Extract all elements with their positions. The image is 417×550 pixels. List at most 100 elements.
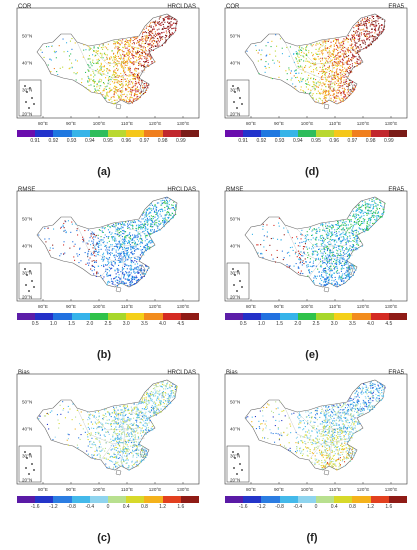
station-point [339, 258, 341, 260]
station-point [333, 239, 335, 241]
station-point [364, 23, 366, 25]
station-point [361, 24, 363, 26]
station-point [359, 61, 361, 63]
station-point [116, 82, 118, 84]
station-point [298, 53, 300, 55]
station-point [117, 249, 119, 251]
station-point [356, 240, 358, 242]
station-point [118, 95, 120, 97]
station-point [357, 231, 359, 233]
subfigure-label: (b) [96, 349, 112, 361]
station-point [118, 63, 120, 65]
station-point [81, 82, 83, 84]
station-point [359, 40, 361, 42]
station-point [175, 23, 177, 25]
station-point [324, 99, 326, 101]
station-point [344, 67, 346, 69]
station-point [321, 276, 323, 278]
station-point [134, 243, 136, 245]
station-point [270, 46, 272, 48]
station-point [157, 38, 159, 40]
station-point [130, 277, 132, 279]
station-point [357, 25, 359, 27]
station-point [330, 75, 332, 77]
station-point [283, 257, 285, 259]
station-point [163, 27, 165, 29]
station-point [126, 419, 128, 421]
station-point [312, 262, 314, 264]
station-point [122, 62, 124, 64]
station-point [127, 278, 129, 280]
station-point [328, 92, 330, 94]
colorbar-segment [108, 130, 127, 137]
station-point [130, 418, 132, 420]
station-point [346, 277, 348, 279]
station-point [164, 42, 166, 44]
station-point [147, 219, 149, 221]
station-point [336, 257, 338, 259]
station-point [113, 265, 115, 267]
station-point [357, 51, 359, 53]
station-point [343, 40, 345, 42]
station-point [167, 28, 169, 30]
station-point [159, 37, 161, 39]
station-point [126, 94, 128, 96]
station-point [339, 59, 341, 61]
station-point [141, 35, 143, 37]
station-point [88, 70, 90, 72]
station-point [299, 81, 301, 83]
station-point [119, 57, 121, 59]
station-point [133, 98, 135, 100]
station-point [89, 80, 91, 82]
colorbar-tick-label: 4.0 [159, 321, 167, 327]
station-point [144, 235, 146, 237]
station-point [313, 69, 315, 71]
station-point [381, 27, 383, 29]
station-point [332, 50, 334, 52]
station-point [146, 65, 148, 67]
station-point [344, 53, 346, 55]
station-point [70, 231, 72, 233]
station-point [158, 223, 160, 225]
station-point [147, 241, 149, 243]
station-point [353, 36, 355, 38]
station-point [113, 452, 115, 454]
station-point [149, 44, 151, 46]
station-point [138, 248, 140, 250]
station-point [334, 231, 336, 233]
station-point [343, 238, 345, 240]
station-point [360, 228, 362, 230]
station-point [358, 34, 360, 36]
station-point [118, 39, 120, 41]
station-point [289, 265, 291, 267]
station-point [324, 262, 326, 264]
station-point [376, 24, 378, 26]
station-point [78, 254, 80, 256]
station-point [329, 249, 331, 251]
station-point [111, 283, 113, 285]
station-point [320, 278, 322, 280]
station-point [312, 254, 314, 256]
station-point [87, 229, 89, 231]
station-point [149, 235, 151, 237]
station-point [140, 39, 142, 41]
station-point [127, 424, 129, 426]
station-point [333, 280, 335, 282]
station-point [123, 275, 125, 277]
station-point [150, 25, 152, 27]
station-point [365, 27, 367, 29]
station-point [335, 249, 337, 251]
station-point [132, 466, 134, 468]
station-point [118, 243, 120, 245]
station-point [138, 39, 140, 41]
station-point [338, 102, 340, 104]
station-point [149, 34, 151, 36]
station-point [347, 255, 349, 257]
station-point [348, 57, 350, 59]
station-point [352, 246, 354, 248]
station-point [300, 255, 302, 257]
station-point [88, 262, 90, 264]
station-point [342, 236, 344, 238]
station-point [367, 213, 369, 215]
station-point [103, 259, 105, 261]
